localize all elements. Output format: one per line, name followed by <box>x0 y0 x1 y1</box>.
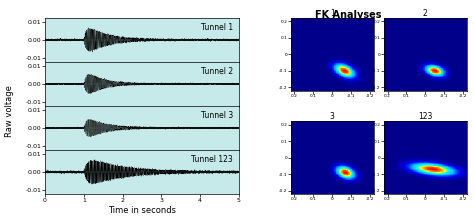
Title: 2: 2 <box>423 9 428 18</box>
Text: Raw voltage: Raw voltage <box>5 86 14 137</box>
X-axis label: Time in seconds: Time in seconds <box>108 206 176 215</box>
Text: Tunnel 3: Tunnel 3 <box>201 111 233 120</box>
Title: 1: 1 <box>330 9 335 18</box>
Title: 3: 3 <box>330 112 335 121</box>
Title: 123: 123 <box>418 112 432 121</box>
Text: Tunnel 1: Tunnel 1 <box>201 23 233 32</box>
Text: Tunnel 2: Tunnel 2 <box>201 67 233 76</box>
Text: FK Analyses: FK Analyses <box>315 10 382 20</box>
Text: Tunnel 123: Tunnel 123 <box>191 155 233 164</box>
